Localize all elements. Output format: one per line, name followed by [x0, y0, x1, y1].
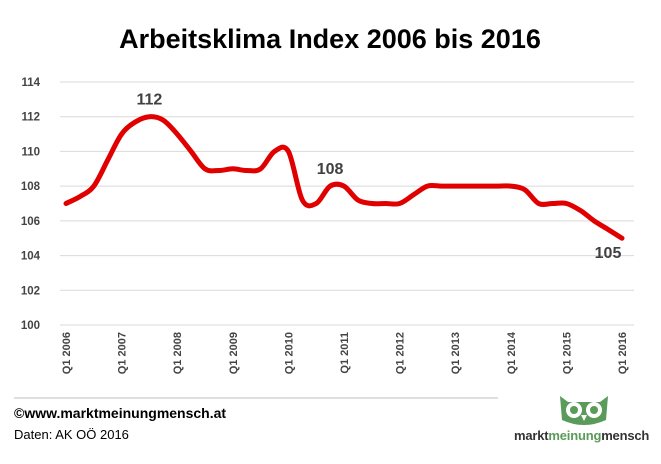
data-labels: 112 108 105 — [136, 92, 621, 263]
footer-url: ©www.marktmeinungmensch.at — [14, 405, 227, 421]
x-tick-label: Q1 2012 — [395, 332, 407, 374]
y-tick-label: 112 — [21, 112, 40, 124]
x-tick-label: Q1 2007 — [117, 332, 129, 374]
data-label: 105 — [595, 245, 622, 262]
x-tick-label: Q1 2008 — [172, 332, 184, 374]
y-tick-label: 104 — [21, 251, 41, 263]
footer-source: Daten: AK OÖ 2016 — [14, 427, 129, 442]
y-tick-label: 106 — [21, 216, 40, 228]
logo-word-markt: markt — [514, 428, 549, 443]
x-tick-label: Q1 2013 — [450, 332, 462, 374]
brand-logo: marktmeinungmensch — [514, 390, 656, 446]
owl-icon — [560, 396, 608, 425]
chart: Arbeitsklima Index 2006 bis 2016 1001021… — [14, 24, 634, 399]
y-tick-label: 100 — [21, 320, 40, 332]
logo-wordmark: marktmeinungmensch — [514, 428, 649, 443]
series-line — [63, 114, 625, 241]
x-tick-label: Q1 2014 — [506, 331, 518, 374]
x-axis: Q1 2006 Q1 2007 Q1 2008 Q1 2009 Q1 2010 Q1 20… — [61, 331, 629, 374]
x-tick-label: Q1 2015 — [561, 332, 573, 374]
series-layer — [63, 114, 625, 241]
data-label: 108 — [317, 161, 344, 178]
x-tick-label: Q1 2010 — [283, 332, 295, 374]
x-tick-label: Q1 2011 — [339, 332, 351, 374]
x-tick-label: Q1 2016 — [617, 332, 629, 374]
x-tick-label: Q1 2009 — [228, 332, 240, 374]
chart-title: Arbeitsklima Index 2006 bis 2016 — [119, 24, 541, 54]
data-label: 112 — [136, 92, 162, 109]
logo-word-mensch: mensch — [601, 428, 650, 443]
logo-word-meinung: meinung — [548, 428, 602, 443]
x-tick-label: Q1 2006 — [61, 332, 73, 374]
y-tick-label: 102 — [21, 285, 40, 297]
y-tick-label: 110 — [21, 146, 40, 158]
y-tick-label: 108 — [21, 181, 41, 193]
y-tick-label: 114 — [21, 77, 40, 89]
y-axis: 100 102 104 106 108 110 112 114 — [21, 77, 41, 332]
